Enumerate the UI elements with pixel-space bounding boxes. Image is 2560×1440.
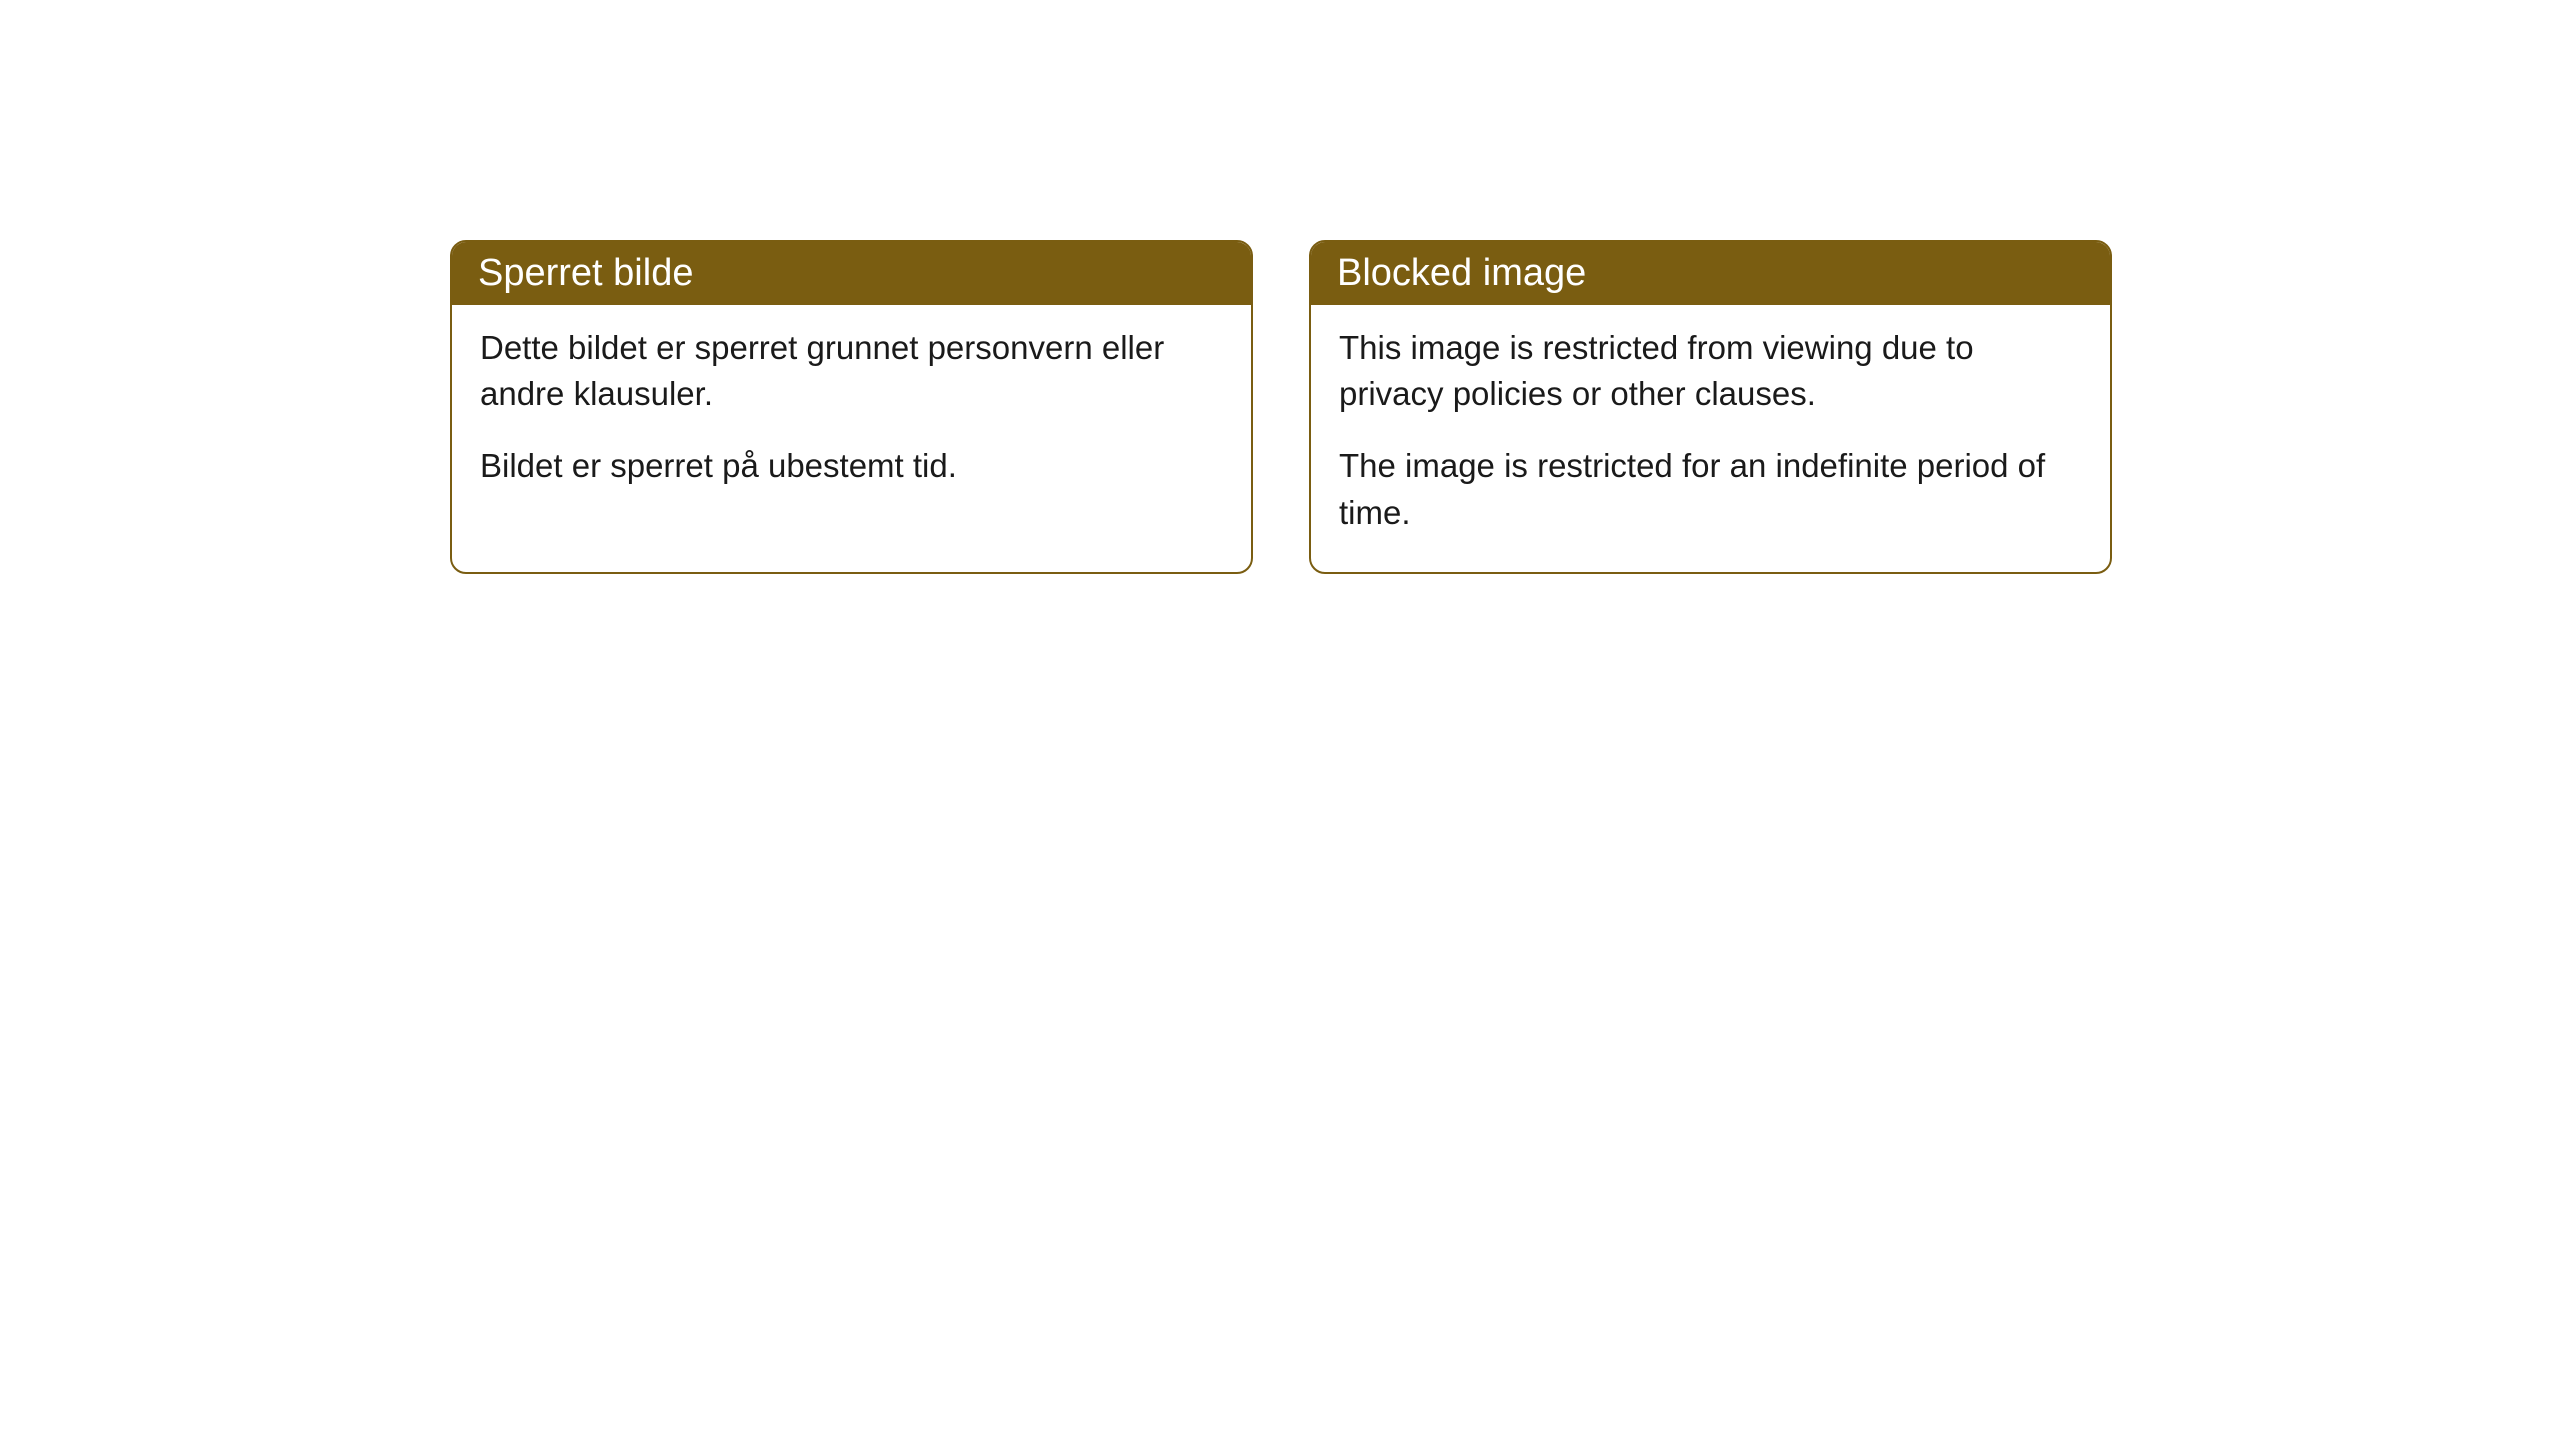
notice-header-english: Blocked image [1311, 242, 2110, 305]
notice-text-norwegian-1: Dette bildet er sperret grunnet personve… [480, 325, 1223, 417]
notice-cards-container: Sperret bilde Dette bildet er sperret gr… [450, 240, 2112, 574]
notice-text-english-2: The image is restricted for an indefinit… [1339, 443, 2082, 535]
notice-text-norwegian-2: Bildet er sperret på ubestemt tid. [480, 443, 1223, 489]
notice-body-english: This image is restricted from viewing du… [1311, 305, 2110, 572]
notice-card-norwegian: Sperret bilde Dette bildet er sperret gr… [450, 240, 1253, 574]
notice-header-norwegian: Sperret bilde [452, 242, 1251, 305]
notice-body-norwegian: Dette bildet er sperret grunnet personve… [452, 305, 1251, 526]
notice-text-english-1: This image is restricted from viewing du… [1339, 325, 2082, 417]
notice-card-english: Blocked image This image is restricted f… [1309, 240, 2112, 574]
